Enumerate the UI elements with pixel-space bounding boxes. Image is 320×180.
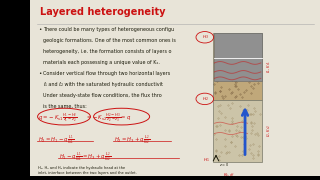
Text: $H_1 - q\frac{L_1}{K_{s1}} = H_3 + q\frac{L_2}{K_{s2}}$: $H_1 - q\frac{L_1}{K_{s1}} = H_3 + q\fra… — [59, 150, 112, 163]
Bar — [213, 33, 262, 100]
Text: There could be many types of heterogeneous configu: There could be many types of heterogeneo… — [43, 27, 174, 32]
Text: ℓ₁ and ℓ₂ with the saturated hydraulic conductivit: ℓ₁ and ℓ₂ with the saturated hydraulic c… — [43, 82, 163, 87]
Text: Consider vertical flow through two horizontal layers: Consider vertical flow through two horiz… — [43, 71, 171, 76]
Text: materials each possessing a unique value of Kₛ.: materials each possessing a unique value… — [43, 60, 160, 65]
Text: •: • — [38, 71, 42, 76]
Text: $H_2 = H_3 + q\frac{L_2}{K_{s2}}$: $H_2 = H_3 + q\frac{L_2}{K_{s2}}$ — [114, 133, 150, 146]
Text: •: • — [38, 27, 42, 32]
Text: Layered heterogeneity: Layered heterogeneity — [40, 7, 165, 17]
Text: $q = -K_{s1}\frac{H_1 - H_2}{z_1 - z_2}$: $q = -K_{s1}\frac{H_1 - H_2}{z_1 - z_2}$ — [38, 112, 78, 124]
Text: H₁, H₂ and H₃ indicate the hydraulic head at the
inlet, interface between the tw: H₁, H₂ and H₃ indicate the hydraulic hea… — [38, 166, 137, 175]
Bar — [214, 33, 262, 81]
Bar — [213, 100, 262, 162]
Text: $H_1$: $H_1$ — [203, 156, 210, 164]
Text: is the same, thus:: is the same, thus: — [43, 104, 87, 109]
Text: $H_2 = H_1 - q\frac{L_1}{K_{s1}}$: $H_2 = H_1 - q\frac{L_1}{K_{s1}}$ — [38, 133, 75, 146]
Text: Under steady-state flow conditions, the flux thro: Under steady-state flow conditions, the … — [43, 93, 162, 98]
Text: geologic formations. One of the most common ones is: geologic formations. One of the most com… — [43, 38, 176, 43]
Text: $= -K_{s2}\frac{H_2 - H_3}{z_2 - z_3} = q$: $= -K_{s2}\frac{H_2 - H_3}{z_2 - z_3} = … — [85, 112, 131, 124]
Text: $K_{s,eff}$: $K_{s,eff}$ — [223, 172, 235, 179]
Text: $H_3$: $H_3$ — [202, 33, 209, 41]
Text: $z=0$: $z=0$ — [219, 161, 229, 168]
Text: $\ell_1, K_{s1}$: $\ell_1, K_{s1}$ — [265, 60, 273, 73]
Text: $\ell_2, K_{s2}$: $\ell_2, K_{s2}$ — [265, 125, 273, 137]
Text: $H_2$: $H_2$ — [202, 95, 209, 103]
Text: heterogeneity, i.e. the formation consists of layers o: heterogeneity, i.e. the formation consis… — [43, 49, 172, 54]
